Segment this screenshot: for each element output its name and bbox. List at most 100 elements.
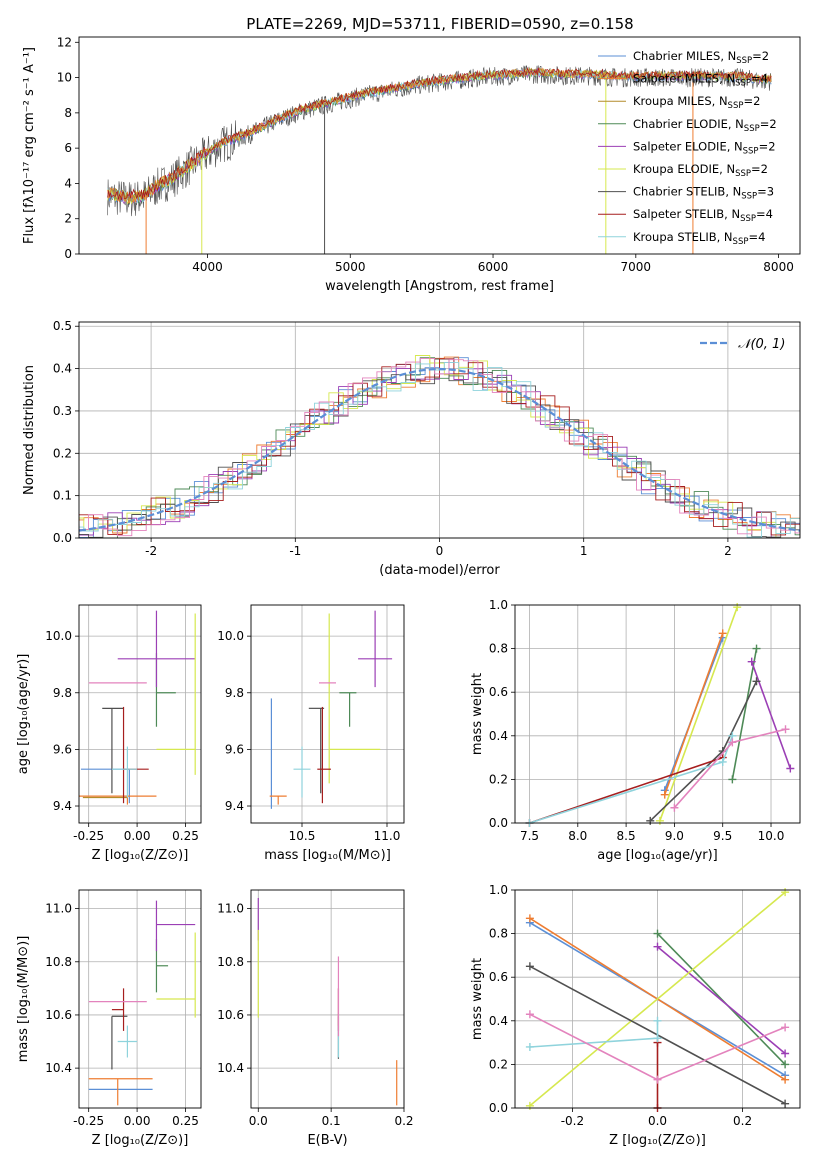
legend-entry: Kroupa MILES, NSSP=2 bbox=[633, 94, 760, 111]
legend-sub: SSP bbox=[736, 56, 752, 66]
data-point-marker bbox=[525, 1042, 534, 1051]
y-tick-label: 4 bbox=[64, 176, 72, 190]
data-point-marker bbox=[747, 657, 756, 666]
histogram-pink bbox=[79, 357, 800, 537]
y-tick-label: 0.1 bbox=[53, 489, 72, 503]
y-tick-label: 0.0 bbox=[53, 531, 72, 545]
x-axis-label: (data-model)/error bbox=[379, 563, 500, 578]
legend-name: Kroupa MILES, N bbox=[633, 94, 728, 108]
x-tick-label: 9.0 bbox=[665, 829, 684, 843]
residual-histogram-panel: -2 -1 0 1 2 0.0 0.1 0.2 0.3 0.4 0.5 (data-model)/er… bbox=[22, 319, 801, 578]
legend-suffix: =2 bbox=[759, 139, 776, 153]
data-point-marker bbox=[781, 888, 790, 897]
data-point-marker bbox=[670, 803, 679, 812]
legend-suffix: =4 bbox=[751, 72, 768, 86]
legend-sub: SSP bbox=[743, 146, 759, 156]
y-tick-label: 0.6 bbox=[489, 685, 508, 699]
y-tick-label: 0 bbox=[64, 247, 72, 261]
data-point-marker bbox=[525, 1010, 534, 1019]
x-tick-label: 6000 bbox=[478, 260, 509, 274]
age-vs-metallicity-panel: -0.25 0.00 0.25 9.4 9.6 9.8 10.0 Z [log₁₀(Z/Z⊙)… bbox=[16, 604, 202, 863]
y-axis-label: mass weight bbox=[470, 673, 485, 755]
x-tick-label: 0.2 bbox=[733, 1114, 752, 1128]
data-point-marker bbox=[718, 629, 727, 638]
data-point-marker bbox=[781, 725, 790, 734]
x-tick-label: -2 bbox=[145, 544, 157, 558]
legend-sub: SSP bbox=[741, 192, 757, 202]
x-axis-label: Z [log₁₀(Z/Z⊙)] bbox=[92, 1133, 189, 1148]
y-tick-label: 10.4 bbox=[217, 1061, 244, 1075]
y-tick-label: 1.0 bbox=[489, 883, 508, 897]
data-point-marker bbox=[733, 603, 742, 612]
x-tick-label: 0.00 bbox=[124, 829, 151, 843]
legend-suffix: =4 bbox=[748, 230, 765, 244]
x-tick-label: 2 bbox=[724, 544, 732, 558]
x-tick-label: -0.25 bbox=[73, 829, 104, 843]
y-tick-label: 11.0 bbox=[217, 902, 244, 916]
weight-line-c3 bbox=[731, 648, 758, 780]
y-tick-label: 8 bbox=[64, 106, 72, 120]
x-tick-label: 4000 bbox=[192, 260, 223, 274]
grid bbox=[515, 604, 800, 824]
legend-entry: Chabrier STELIB, NSSP=3 bbox=[633, 185, 774, 202]
y-tick-label: 9.8 bbox=[225, 686, 244, 700]
legend-suffix: =2 bbox=[751, 162, 768, 176]
y-tick-label: 0.4 bbox=[489, 729, 508, 743]
x-tick-label: 8.5 bbox=[617, 829, 636, 843]
x-tick-label: -0.25 bbox=[73, 1114, 104, 1128]
legend-entry: Chabrier ELODIE, NSSP=2 bbox=[633, 117, 777, 134]
x-tick-label: 0 bbox=[436, 544, 444, 558]
y-tick-label: 10.8 bbox=[217, 955, 244, 969]
weight-line-c5 bbox=[529, 891, 786, 1107]
plot-frame bbox=[78, 604, 202, 824]
mass-vs-metallicity-panel: -0.25 0.00 0.25 10.4 10.6 10.8 11.0 Z [log₁₀(Z/… bbox=[16, 889, 202, 1148]
figure-title: PLATE=2269, MJD=53711, FIBERID=0590, z=0… bbox=[246, 15, 633, 33]
data-point-marker bbox=[752, 644, 761, 653]
y-tick-label: 0.2 bbox=[53, 446, 72, 460]
y-axis-label: age [log₁₀(age/yr)] bbox=[16, 654, 31, 775]
legend-name: Chabrier MILES, N bbox=[633, 49, 736, 63]
data-point-marker bbox=[781, 1023, 790, 1032]
x-tick-label: 0.0 bbox=[249, 1114, 268, 1128]
x-tick-label: 10.5 bbox=[289, 829, 316, 843]
data-point-marker bbox=[781, 1099, 790, 1108]
y-tick-label: 0.0 bbox=[489, 816, 508, 830]
data-point-marker bbox=[653, 942, 662, 951]
y-tick-label: 9.8 bbox=[53, 686, 72, 700]
weight-line-c3 bbox=[656, 933, 786, 1065]
spectrum-panel: 4000 5000 6000 7000 8000 0 2 4 6 8 10 12 wavelength … bbox=[22, 35, 801, 294]
plot-frame bbox=[250, 604, 405, 824]
legend-name: Salpeter ELODIE, N bbox=[633, 139, 743, 153]
y-tick-label: 9.6 bbox=[53, 742, 72, 756]
y-axis-label: Normed distribution bbox=[22, 365, 37, 495]
weight-line-c5 bbox=[659, 606, 738, 822]
plot-frame bbox=[514, 604, 801, 824]
legend-suffix: =2 bbox=[760, 117, 777, 131]
legend-entry: Salpeter MILES, NSSP=4 bbox=[633, 72, 768, 89]
x-tick-label: 0.0 bbox=[648, 1114, 667, 1128]
legend-suffix: =3 bbox=[757, 185, 774, 199]
legend-sub: SSP bbox=[735, 79, 751, 89]
data-point-marker bbox=[525, 962, 534, 971]
y-tick-label: 2 bbox=[64, 212, 72, 226]
x-axis-label: wavelength [Angstrom, rest frame] bbox=[325, 279, 554, 294]
y-tick-label: 0.3 bbox=[53, 404, 72, 418]
legend-sub: SSP bbox=[740, 214, 756, 224]
normal-reference-curve bbox=[79, 367, 800, 532]
y-tick-label: 9.4 bbox=[225, 799, 244, 813]
y-tick-label: 10.8 bbox=[45, 955, 72, 969]
data-point-marker bbox=[525, 914, 534, 923]
plot-frame bbox=[514, 889, 801, 1109]
y-tick-label: 10.0 bbox=[217, 629, 244, 643]
y-tick-label: 0.4 bbox=[489, 1014, 508, 1028]
legend-suffix: =2 bbox=[743, 94, 760, 108]
y-axis-label: Flux [fλ10⁻¹⁷ erg cm⁻² s⁻¹ A⁻¹] bbox=[22, 47, 37, 244]
y-tick-label: 10.6 bbox=[45, 1008, 72, 1022]
data-point-marker bbox=[655, 816, 664, 825]
x-tick-label: 0.2 bbox=[394, 1114, 413, 1128]
x-tick-label: 0.00 bbox=[124, 1114, 151, 1128]
legend-name: Kroupa STELIB, N bbox=[633, 230, 733, 244]
legend-name: Chabrier STELIB, N bbox=[633, 185, 741, 199]
y-tick-label: 0.0 bbox=[489, 1101, 508, 1115]
